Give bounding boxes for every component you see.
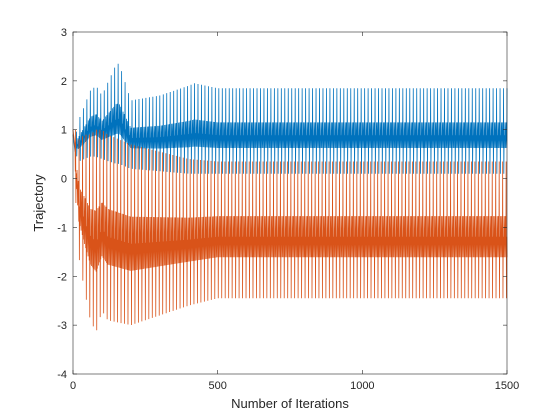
series-line-2 xyxy=(72,129,508,331)
series-line-1 xyxy=(72,63,508,174)
y-tick-label: -2 xyxy=(57,271,67,283)
y-axis-label: Trajectory xyxy=(31,174,46,232)
series-layer xyxy=(72,63,508,331)
axes-box xyxy=(72,31,508,375)
y-tick-label: 3 xyxy=(61,27,67,39)
x-tick-label: 1000 xyxy=(350,380,374,392)
y-tick-label: -4 xyxy=(57,369,67,381)
x-axis-label: Number of Iterations xyxy=(231,396,349,411)
y-tick-label: 0 xyxy=(61,174,67,186)
x-axis-ticks: 0 500 1000 1500 xyxy=(70,32,519,392)
y-tick-label: -1 xyxy=(57,222,67,234)
y-tick-label: 1 xyxy=(61,125,67,137)
y-tick-label: -3 xyxy=(57,320,67,332)
y-tick-label: 2 xyxy=(61,76,67,88)
y-axis-ticks: -4 -3 -2 -1 0 1 2 3 xyxy=(57,27,507,381)
x-tick-label: 0 xyxy=(70,380,76,392)
x-tick-label: 1500 xyxy=(495,380,519,392)
x-tick-label: 500 xyxy=(208,380,226,392)
